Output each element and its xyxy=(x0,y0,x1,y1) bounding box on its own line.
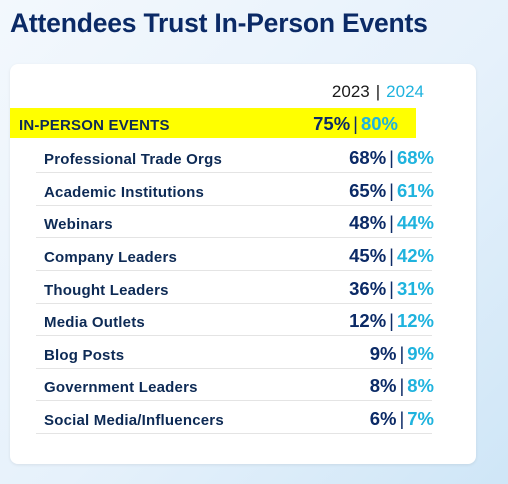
value-2024: 61% xyxy=(396,179,434,201)
table-row: Blog Posts 9% | 9% xyxy=(36,336,434,369)
row-values: 68% | 68% xyxy=(349,147,434,169)
table-row: Media Outlets 12% | 12% xyxy=(36,304,434,337)
value-2023: 65% xyxy=(349,179,387,201)
table-row: Thought Leaders 36% | 31% xyxy=(36,271,434,304)
chart-card: 2023 | 2024 IN-PERSON EVENTS 75% | 80% Profess… xyxy=(10,64,476,464)
value-2023: 45% xyxy=(349,244,387,266)
value-2024: 80% xyxy=(360,113,398,134)
row-values: 45% | 42% xyxy=(349,245,434,267)
table-row: Government Leaders 8% | 8% xyxy=(36,369,434,402)
row-label: Webinars xyxy=(44,216,113,234)
row-values: 6% | 7% xyxy=(370,408,434,430)
value-separator: | xyxy=(389,277,394,299)
row-label: Social Media/Influencers xyxy=(44,411,224,429)
year-2023-label: 2023 xyxy=(331,82,370,101)
value-separator: | xyxy=(399,342,405,364)
value-2023: 36% xyxy=(349,277,387,299)
row-values: 36% | 31% xyxy=(349,278,434,300)
value-separator: | xyxy=(389,147,394,169)
table-row: Webinars 48% | 44% xyxy=(36,206,434,239)
value-2023: 9% xyxy=(369,342,397,364)
row-label: Company Leaders xyxy=(44,248,178,266)
table-row: Company Leaders 45% | 42% xyxy=(36,238,434,271)
value-2023: 75% xyxy=(313,113,351,134)
value-2024: 42% xyxy=(396,244,434,266)
row-values: 75% | 80% xyxy=(313,113,398,135)
value-separator: | xyxy=(389,179,394,201)
row-label: Government Leaders xyxy=(44,379,198,397)
value-separator: | xyxy=(389,244,394,266)
table-rows: IN-PERSON EVENTS 75% | 80% Professional Trad… xyxy=(10,108,434,434)
row-values: 48% | 44% xyxy=(349,212,434,234)
year-2024-label: 2024 xyxy=(386,82,424,101)
value-separator: | xyxy=(353,113,358,134)
year-header: 2023 | 2024 xyxy=(332,82,424,102)
table-row: Social Media/Influencers 6% | 7% xyxy=(36,401,434,434)
year-separator: | xyxy=(375,82,381,101)
value-2024: 12% xyxy=(396,310,434,332)
table-row: Professional Trade Orgs 68% | 68% xyxy=(36,141,434,174)
row-values: 8% | 8% xyxy=(370,375,434,397)
row-label: Blog Posts xyxy=(44,346,125,364)
value-2023: 68% xyxy=(349,147,387,169)
table-row: Academic Institutions 65% | 61% xyxy=(36,173,434,206)
row-values: 12% | 12% xyxy=(349,310,434,332)
value-2023: 12% xyxy=(349,310,387,332)
row-values: 65% | 61% xyxy=(349,180,434,202)
row-label: Academic Institutions xyxy=(44,183,205,201)
value-separator: | xyxy=(399,407,405,429)
value-2024: 8% xyxy=(407,375,434,397)
value-separator: | xyxy=(389,212,394,234)
value-separator: | xyxy=(399,375,405,397)
value-2023: 8% xyxy=(369,375,397,397)
row-label: Professional Trade Orgs xyxy=(44,151,222,169)
value-2024: 9% xyxy=(407,342,434,364)
value-2024: 31% xyxy=(396,277,434,299)
value-2023: 6% xyxy=(369,407,397,429)
row-label: IN-PERSON EVENTS xyxy=(19,117,170,134)
row-label: Thought Leaders xyxy=(44,281,169,299)
value-separator: | xyxy=(389,310,394,332)
row-label: Media Outlets xyxy=(44,314,145,332)
row-values: 9% | 9% xyxy=(370,343,434,365)
highlight-row: IN-PERSON EVENTS 75% | 80% xyxy=(10,108,416,138)
value-2023: 48% xyxy=(349,212,387,234)
page-title: Attendees Trust In-Person Events xyxy=(10,8,428,38)
value-2024: 7% xyxy=(407,407,434,429)
value-2024: 68% xyxy=(396,147,434,169)
value-2024: 44% xyxy=(396,212,434,234)
